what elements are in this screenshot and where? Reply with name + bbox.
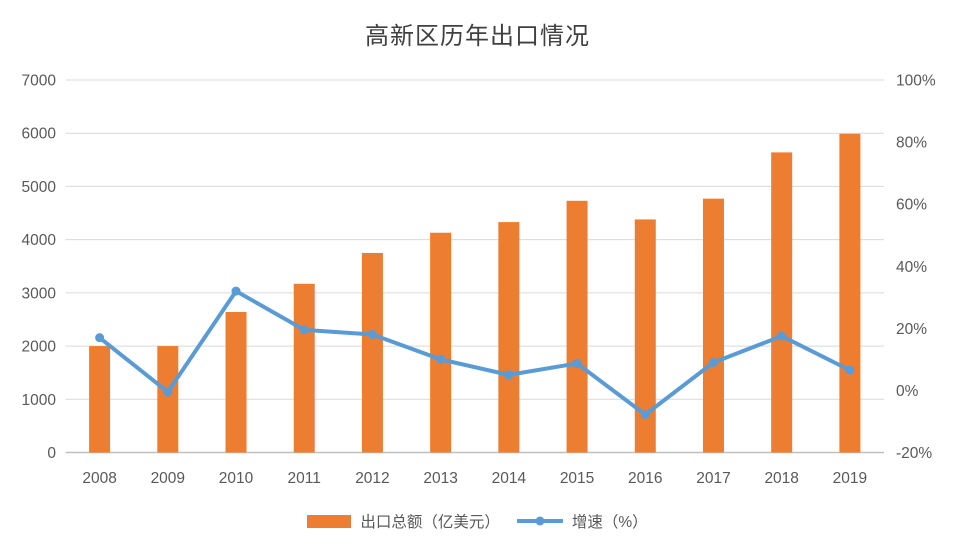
growth-point-marker [572,358,582,368]
export-bar [566,200,588,453]
x-axis-tick-label: 2019 [833,470,867,487]
x-axis-tick-label: 2008 [82,470,116,487]
growth-point-marker [163,387,173,397]
right-axis-tick-label: -20% [896,445,932,462]
legend-line-swatch [516,516,563,526]
left-axis-tick-label: 7000 [22,73,57,90]
growth-point-marker [95,333,105,343]
growth-point-marker [231,286,241,296]
growth-line [97,289,852,417]
right-axis-tick-label: 0% [896,383,919,400]
x-axis-tick-label: 2010 [219,470,254,487]
left-axis-tick-label: 5000 [22,179,57,196]
right-axis-tick-label: 100% [896,73,936,90]
x-axis-tick-label: 2018 [764,470,798,487]
export-bar [839,133,861,453]
x-axis-tick-label: 2011 [288,470,321,487]
x-axis-tick-label: 2009 [151,470,185,487]
growth-point-marker [708,357,718,367]
bar-series [89,133,861,453]
export-bar [361,252,383,453]
left-axis-tick-label: 0 [47,445,56,462]
export-bar [89,346,111,453]
export-bar [430,232,452,453]
growth-point-marker [845,365,855,375]
x-axis-tick-label: 2014 [492,470,527,487]
export-bar [498,222,520,453]
export-bar [771,152,793,453]
left-axis-tick-label: 1000 [22,392,57,409]
export-bar [634,219,656,453]
growth-point-marker [640,410,650,420]
right-axis-tick-label: 80% [896,135,927,152]
legend-line-label: 增速（%） [571,514,648,531]
x-axis-tick-label: 2017 [696,470,730,487]
left-axis-tick-label: 2000 [22,339,57,356]
right-axis-tick-label: 40% [896,259,927,276]
right-axis-tick-label: 60% [896,197,927,214]
left-axis-tick-label: 4000 [22,232,57,249]
x-axis: 2008 2009 2010 2011 2012 2013 2014 2015 2016 2017… [82,470,867,487]
export-bar [702,198,724,453]
legend: 出口总额（亿美元） 增速（%） [0,506,955,536]
chart-title: 高新区历年出口情况 [365,24,590,50]
export-bar [157,346,179,453]
growth-point-marker [777,331,787,341]
x-axis-tick-label: 2015 [560,470,594,487]
export-bar [225,312,247,453]
legend-line-marker-icon [535,516,545,526]
left-axis-tick-label: 3000 [22,285,57,302]
left-axis: 0 1000 2000 3000 4000 5000 6000 7000 [22,73,57,463]
line-series [95,286,855,420]
left-axis-tick-label: 6000 [22,126,57,143]
right-axis-tick-label: 20% [896,321,927,338]
legend-bar-swatch [307,514,352,528]
growth-point-marker [436,354,446,364]
growth-point-marker [299,325,309,335]
growth-point-marker [504,370,514,380]
gridlines [65,79,884,454]
right-axis: -20% 0% 20% 40% 60% 80% 100% [896,73,936,463]
legend-bar-label: 出口总额（亿美元） [360,514,500,531]
export-bar [293,283,315,453]
x-axis-tick-label: 2016 [628,470,662,487]
growth-point-marker [367,330,377,340]
x-axis-tick-label: 2012 [355,470,389,487]
x-axis-tick-label: 2013 [423,470,457,487]
